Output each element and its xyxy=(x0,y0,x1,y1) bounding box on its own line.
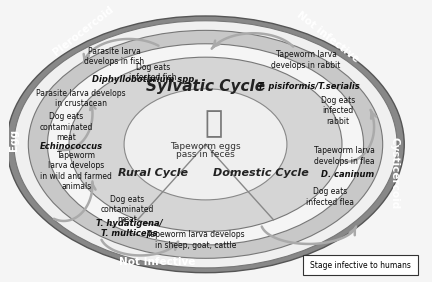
Text: Cysticercoid: Cysticercoid xyxy=(389,137,399,209)
Text: Echinococcus: Echinococcus xyxy=(40,142,103,151)
Text: T. pisiformis/T.serialis: T. pisiformis/T.serialis xyxy=(258,82,360,91)
Text: pass in feces: pass in feces xyxy=(176,150,235,159)
Text: Plerocercoid: Plerocercoid xyxy=(51,5,115,58)
Text: Tapeworm larva
develops in rabbit: Tapeworm larva develops in rabbit xyxy=(271,50,341,70)
Text: Not Infective: Not Infective xyxy=(119,257,196,267)
Text: Domestic Cycle: Domestic Cycle xyxy=(213,168,309,178)
Text: Tapeworm eggs: Tapeworm eggs xyxy=(170,142,241,151)
Text: Diphyllobothrium spp.: Diphyllobothrium spp. xyxy=(92,75,198,84)
Ellipse shape xyxy=(124,89,287,200)
Text: Tapeworm
larva develops
in wild and farmed
animals: Tapeworm larva develops in wild and farm… xyxy=(40,151,112,191)
Ellipse shape xyxy=(48,44,364,245)
Text: D. caninum: D. caninum xyxy=(321,171,374,179)
Text: Parasite larva
develops in fish: Parasite larva develops in fish xyxy=(84,47,145,66)
Text: Parasite larva develops
in crustacean: Parasite larva develops in crustacean xyxy=(36,89,126,108)
Ellipse shape xyxy=(14,21,397,268)
Text: Rural Cycle: Rural Cycle xyxy=(118,168,188,178)
Text: Tapeworm larva
develops in flea: Tapeworm larva develops in flea xyxy=(314,146,375,166)
Text: T. hydatigena/
T. multiceps: T. hydatigena/ T. multiceps xyxy=(95,219,162,238)
Text: Dog eats
infected
rabbit: Dog eats infected rabbit xyxy=(321,96,355,126)
Text: Tapeworm larva develops
in sheep, goat, cattle: Tapeworm larva develops in sheep, goat, … xyxy=(147,230,245,250)
Text: Stage infective to humans: Stage infective to humans xyxy=(310,261,411,270)
FancyBboxPatch shape xyxy=(303,255,418,275)
Text: 🐕: 🐕 xyxy=(204,109,222,138)
Ellipse shape xyxy=(7,16,404,273)
Text: Dog eats
contaminated
meat: Dog eats contaminated meat xyxy=(40,112,93,142)
Ellipse shape xyxy=(69,57,342,232)
Text: Dog eats
infected fish: Dog eats infected fish xyxy=(129,63,177,82)
Text: Egg: Egg xyxy=(9,129,19,151)
Text: Not infective: Not infective xyxy=(295,10,361,65)
Text: Dog eats
contaminated
meat: Dog eats contaminated meat xyxy=(100,195,154,224)
Text: Sylvatic Cycle: Sylvatic Cycle xyxy=(146,79,265,94)
Text: Dog eats
infected flea: Dog eats infected flea xyxy=(306,187,354,207)
Ellipse shape xyxy=(29,30,383,258)
